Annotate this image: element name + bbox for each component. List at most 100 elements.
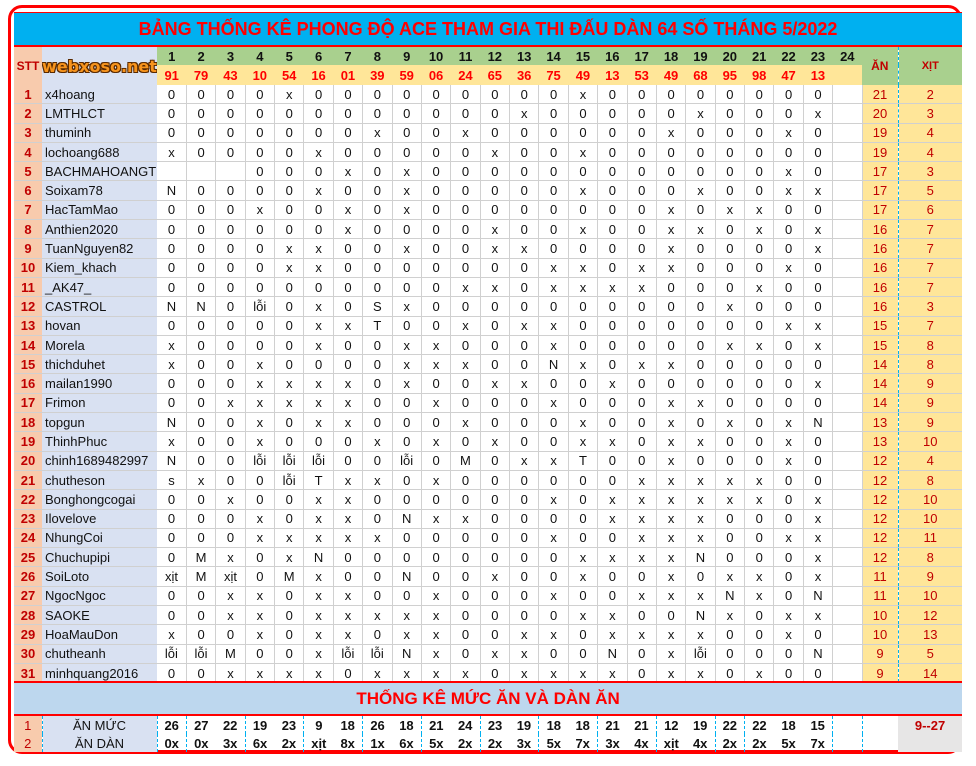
day-cell: x [685, 624, 716, 645]
day-cell: 0 [538, 238, 569, 259]
day-cell: 0 [421, 412, 452, 433]
day-cell: 0 [421, 547, 452, 568]
player-name: SAOKE [42, 605, 157, 626]
table-row: 4 lochoang688 x 0 0 0 0 x 0 0 0 0 0 x 0 0 x 0 0 0 0 0 0 0 0 19 4 [14, 142, 963, 163]
day-cell: 0 [186, 528, 217, 549]
stats-table: BẢNG THỐNG KÊ PHONG ĐỘ ACE THAM GIA THI … [14, 13, 963, 684]
an-count: 14 [862, 393, 899, 414]
row-stt: 12 [14, 296, 42, 317]
day-cell: 0 [274, 200, 305, 221]
day-cell: x [303, 605, 334, 626]
table-row: 13 hovan 0 0 0 0 0 x x T 0 0 x 0 x x 0 0 0 0 0 0 0 x x 15 7 [14, 316, 963, 336]
day-cell: 0 [744, 451, 775, 471]
day-cell: 0 [421, 296, 452, 317]
xit-count: 3 [898, 161, 963, 182]
day-cell: x [627, 586, 657, 607]
day-cell: x [773, 412, 804, 433]
day-cell: 0 [509, 566, 540, 587]
day-cell: 0 [568, 644, 599, 664]
day-cell: x [803, 238, 834, 259]
day-cell: 0 [362, 277, 393, 298]
header-an: ĂN [862, 46, 899, 85]
day-cell: 0 [744, 103, 775, 124]
day-cell: 0 [333, 296, 364, 317]
day-cell: 0 [715, 142, 746, 163]
day-cell: 0 [597, 296, 628, 317]
day-cell: 0 [627, 412, 657, 433]
day-cell: 0 [803, 354, 834, 375]
day-cell: 0 [157, 489, 187, 510]
summary-value: 12 [655, 715, 686, 734]
day-cell: 0 [744, 393, 775, 414]
player-name: SoiLoto [42, 566, 157, 587]
day-cell: x [303, 489, 334, 510]
an-count: 12 [862, 547, 899, 568]
day-cell: 0 [245, 566, 276, 587]
player-name: Kiem_khach [42, 258, 157, 278]
day-cell: 0 [245, 123, 276, 143]
day-cell: 0 [715, 393, 746, 414]
day-cell: N [157, 180, 187, 201]
day-cell: 0 [274, 354, 305, 375]
day-cell: 0 [421, 451, 452, 471]
day-cell: 0 [245, 335, 276, 356]
day-cell: x [656, 200, 687, 221]
day-cell: 0 [215, 624, 246, 645]
day-cell: 0 [627, 85, 657, 105]
day-cell: 0 [362, 547, 393, 568]
day-cell: x [803, 180, 834, 201]
day-cell: 0 [245, 85, 276, 105]
day-cell: x [568, 85, 599, 105]
table-row: 17 Frimon 0 0 x x x x x 0 0 x 0 0 0 x 0 0 0 x x 0 0 0 0 14 9 [14, 393, 963, 414]
day-cell: 0 [773, 489, 804, 510]
day-cell: 0 [362, 509, 393, 529]
result-number: 75 [538, 65, 569, 85]
day-cell: x [568, 354, 599, 375]
day-cell: 0 [803, 431, 834, 452]
day-cell: x [773, 180, 804, 201]
day-cell: 0 [538, 219, 569, 240]
day-cell: 0 [568, 296, 599, 317]
day-cell: x [685, 509, 716, 529]
player-name: LMTHLCT [42, 103, 157, 124]
summary-stt: 1 [14, 715, 42, 734]
day-cell: 0 [303, 103, 334, 124]
day-cell: x [715, 200, 746, 221]
player-name: Frimon [42, 393, 157, 414]
day-cell: 0 [450, 335, 481, 356]
day-cell: x [303, 663, 334, 684]
result-number [832, 65, 862, 85]
day-cell: x [568, 258, 599, 278]
day-cell: 0 [186, 451, 217, 471]
day-cell: x [274, 547, 305, 568]
day-cell: 0 [274, 316, 305, 336]
day-cell: lỗi [303, 451, 334, 471]
day-cell: x [303, 586, 334, 607]
day-cell: x [421, 663, 452, 684]
day-cell: x [538, 624, 569, 645]
day-header: 19 [685, 46, 716, 65]
day-cell: 0 [773, 663, 804, 684]
day-cell: 0 [744, 296, 775, 317]
day-cell: lỗi [333, 644, 364, 664]
an-count: 10 [862, 605, 899, 626]
day-cell: 0 [656, 605, 687, 626]
day-cell: x [656, 586, 687, 607]
day-cell: x [509, 451, 540, 471]
day-cell: 0 [568, 393, 599, 414]
day-cell: x [715, 489, 746, 510]
day-cell: x [392, 373, 422, 394]
day-cell: 0 [685, 373, 716, 394]
day-cell: 0 [627, 373, 657, 394]
an-count: 16 [862, 296, 899, 317]
day-cell: 0 [274, 509, 305, 529]
summary-value: 18 [399, 717, 414, 733]
day-cell: 0 [509, 85, 540, 105]
day-cell: 0 [186, 354, 217, 375]
xit-count: 9 [898, 373, 963, 394]
day-cell: x [392, 161, 422, 182]
summary-value: 22 [222, 717, 238, 733]
day-cell: 0 [215, 431, 246, 452]
day-cell: 0 [450, 644, 481, 664]
row-stt: 27 [14, 586, 42, 607]
